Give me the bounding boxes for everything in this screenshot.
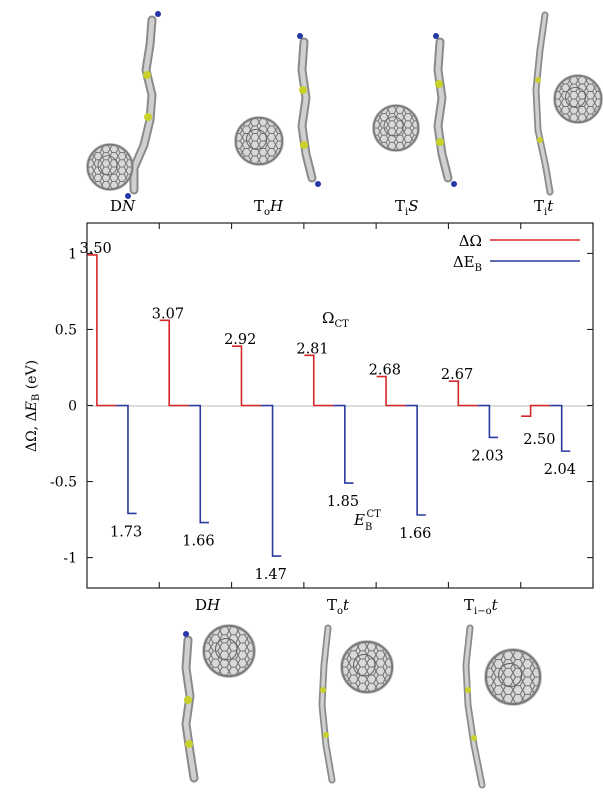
omega-ct-value-label: 3.50 — [80, 241, 112, 257]
eb-ct-value-label: 1.47 — [255, 567, 287, 583]
y-tick-label: 0.5 — [55, 322, 77, 338]
omega-step — [159, 319, 189, 407]
eb-step — [333, 404, 354, 484]
eb-ct-value-label: 2.03 — [471, 448, 503, 464]
eb-ct-value-label: 1.66 — [182, 534, 214, 550]
molecule-images — [86, 11, 603, 789]
plot-area: -1 -0.5 0 0.5 1 3.50 1.73 3.07 1.66 2.92 1.47 2.81… — [24, 222, 594, 589]
omega-ct-value-label: 3.07 — [152, 306, 184, 322]
label-tis: TiS — [395, 197, 419, 218]
molecule-dn — [86, 11, 161, 199]
eb-ct-value-label: 1.66 — [399, 526, 431, 542]
omega-step — [304, 354, 334, 407]
label-tiot: Ti−ot — [464, 596, 499, 617]
omega-step — [376, 375, 406, 407]
y-tick-label: -0.5 — [50, 475, 77, 491]
molecule-tot — [318, 624, 394, 784]
eb-ct-value-label: 2.04 — [544, 462, 576, 478]
omega-step — [521, 404, 551, 417]
molecule-dh — [181, 624, 256, 783]
legend: ΔΩ ΔEB — [453, 232, 580, 274]
omega-ct-value-label: 2.68 — [369, 363, 401, 379]
value-labels: 3.50 1.73 3.07 1.66 2.92 1.47 2.81 1.85 2.68 1.66… — [80, 241, 576, 583]
molecule-tis — [372, 33, 457, 187]
label-tit: Tit — [534, 197, 554, 218]
bottom-labels: DH Tot Ti−ot — [195, 596, 499, 617]
eb-step — [116, 404, 137, 515]
series-lines — [87, 254, 571, 557]
omega-ct-value-label: 2.92 — [224, 332, 256, 348]
eb-step — [260, 404, 282, 557]
y-tick-label: 0 — [68, 399, 77, 415]
omega-ct-value-label: 2.81 — [296, 341, 328, 357]
label-dh: DH — [195, 596, 221, 614]
molecule-tit — [532, 11, 603, 196]
omega-ct-value-label: 2.67 — [441, 367, 473, 383]
legend-label-omega: ΔΩ — [459, 232, 482, 250]
omega-step — [87, 254, 117, 407]
omega-step — [448, 380, 478, 407]
x-axis-ticks — [158, 223, 594, 588]
label-tot: Tot — [327, 596, 350, 617]
y-axis-ticks: -1 -0.5 0 0.5 1 — [50, 246, 593, 567]
eb-ct-value-label: 1.85 — [327, 494, 359, 510]
y-axis-label: ΔΩ, ΔEB (eV) — [24, 360, 42, 452]
eb-step — [550, 404, 571, 452]
top-labels: DN ToH TiS Tit — [110, 197, 554, 218]
molecule-toh — [234, 33, 321, 187]
omega-ct-value-label: 2.50 — [523, 432, 555, 448]
eb-step — [405, 404, 426, 516]
y-tick-label: 1 — [68, 246, 77, 262]
molecule-tiot — [462, 624, 542, 789]
y-tick-label: -1 — [63, 551, 77, 567]
label-dn: DN — [110, 197, 136, 215]
annotation-omega-ct: ΩCT — [322, 309, 349, 330]
eb-ct-value-label: 1.73 — [110, 524, 142, 540]
annotation-eb-ct: EBCT — [353, 509, 381, 533]
eb-step — [477, 404, 499, 439]
label-toh: ToH — [254, 197, 284, 218]
legend-label-eb: ΔEB — [453, 253, 482, 274]
eb-step — [188, 404, 209, 524]
omega-step — [232, 345, 261, 407]
